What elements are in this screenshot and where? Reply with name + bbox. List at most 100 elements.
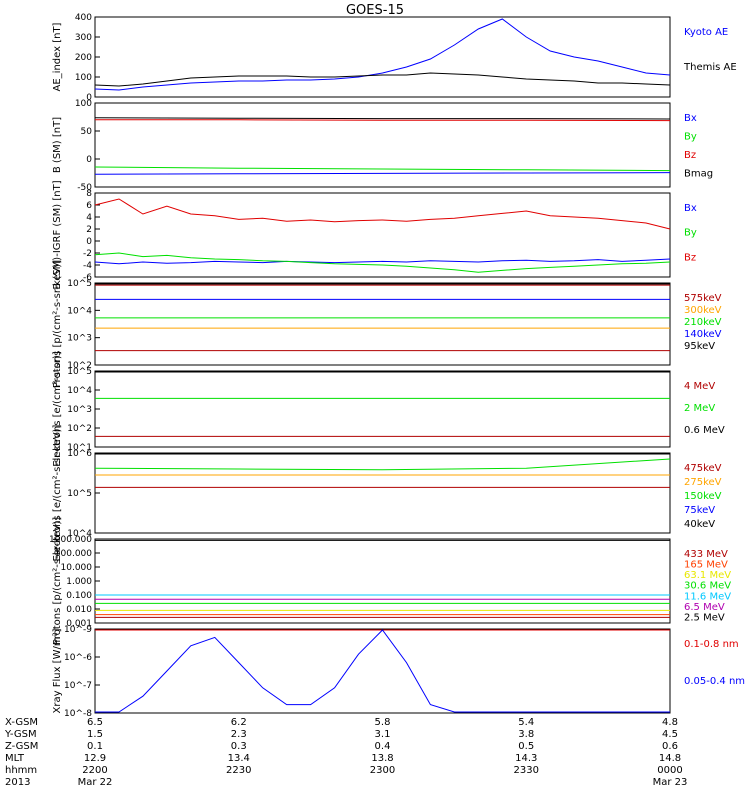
legend-label: 4 MeV [684, 381, 715, 392]
legend-label: 2.5 MeV [684, 612, 725, 623]
x-axis-row-label: MLT [5, 753, 25, 764]
y-tick-label: 0 [86, 155, 92, 165]
y-tick-label: 100 [75, 99, 92, 109]
series-line-2 [94, 166, 671, 172]
legend-label: 0.1-0.8 nm [684, 639, 739, 650]
x-axis-row-label: X-GSM [5, 717, 38, 728]
y-tick-label: 10^6 [67, 449, 92, 459]
panel-frame [94, 370, 671, 448]
series-line-1 [94, 172, 671, 175]
x-axis-row-label: Z-GSM [5, 741, 38, 752]
y-axis-label: Electrons [e/(cm²-s-sr-keV)] [52, 424, 63, 561]
y-tick-label: 6 [86, 201, 92, 211]
y-tick-label: 0 [86, 93, 92, 103]
series-line-4 [94, 117, 671, 120]
panel-frame [94, 16, 671, 98]
x-axis-row-label: Y-GSM [4, 729, 37, 740]
x-axis-value: 0000 [657, 765, 682, 776]
series-line-1 [94, 18, 671, 91]
legend-label: Bx [684, 203, 697, 214]
x-axis-value: 5.8 [375, 717, 391, 728]
panel-5: Electrons [e/(cm²-s-sr)] 10^1 10^2 10^3 10^4… [52, 351, 725, 467]
legend-label: Bx [684, 113, 697, 124]
panel-6: Electrons [e/(cm²-s-sr-keV)] 10^4 10^5 10^6… [52, 424, 722, 561]
y-axis-label: Protons [p/(cm²-s-sr-keV)] [52, 517, 63, 645]
series-line-3 [94, 458, 671, 471]
x-axis-table: X-GSM 6.5 6.2 5.8 5.4 4.8 Y-GSM 1.5 2.3 3.1 3.8 4.5… [4, 717, 687, 788]
x-axis-row-label: hhmm [5, 765, 37, 776]
legend-label: 210keV [684, 317, 722, 328]
legend-label: By [684, 228, 697, 239]
x-axis-value: 3.1 [375, 729, 391, 740]
legend-label: Themis AE [683, 62, 737, 73]
legend-label: 2 MeV [684, 403, 715, 414]
series-line-2 [95, 629, 670, 713]
panel-8: Xray Flux [W/m²]10^-8 10^-7 10^-6 10^-9 0.1-… [52, 625, 745, 719]
y-tick-label: 10^-8 [64, 709, 92, 719]
x-axis-value: 0.4 [375, 741, 391, 752]
legend-label: Bmag [684, 169, 713, 180]
x-axis-value: 2200 [82, 765, 107, 776]
x-axis-value: 13.8 [371, 753, 393, 764]
x-axis-value: 0.5 [518, 741, 534, 752]
series-line-3 [94, 198, 671, 230]
x-axis-value: 13.4 [228, 753, 250, 764]
legend-label: 433 MeV [684, 549, 728, 560]
legend-label: 575keV [684, 293, 722, 304]
y-tick-label: -6 [83, 273, 92, 283]
y-tick-label: 10^2 [67, 424, 92, 434]
x-axis-value: 0.1 [87, 741, 103, 752]
y-tick-label: 10.000 [61, 563, 93, 573]
legend-label: Bz [684, 252, 696, 263]
panel-2: B (SM) [nT] -50 0 50 100 Bx By Bz Bmag [52, 99, 713, 193]
legend-label: 275keV [684, 477, 722, 488]
panel-frame [94, 628, 671, 714]
x-axis-value: 2300 [370, 765, 395, 776]
panel-3: B (SM)-IGRF (SM) [nT] -6 -4 -2 0 2 4 6 8 Bx By Bz [52, 180, 697, 289]
x-axis-value: Mar 22 [78, 777, 113, 788]
x-axis-value: 2.3 [231, 729, 247, 740]
legend-label: 0.05-0.4 nm [684, 676, 745, 687]
series-line-3 [95, 119, 671, 122]
y-tick-label: 2 [86, 225, 92, 235]
y-tick-label: -4 [83, 261, 92, 271]
x-axis-value: 5.4 [518, 717, 534, 728]
legend-label: 140keV [684, 329, 722, 340]
y-axis-label: AE_index [nT] [52, 22, 63, 91]
legend-label: 150keV [684, 491, 722, 502]
y-tick-label: 10^-7 [64, 681, 92, 691]
y-tick-label: 10^1 [67, 443, 92, 453]
plot-title: GOES-15 [346, 3, 404, 18]
x-axis-value: 12.9 [84, 753, 106, 764]
y-tick-label: 10^4 [67, 306, 92, 316]
y-tick-label: 4 [86, 213, 92, 223]
legend-label: 0.6 MeV [684, 425, 725, 436]
series-line-1 [94, 258, 671, 265]
y-tick-label: 10^3 [67, 334, 92, 344]
y-tick-label: 0.001 [66, 619, 92, 629]
panel-7: Protons [p/(cm²-s-sr-keV)] 0.001 0.010 0.10… [49, 517, 731, 645]
y-tick-label: 10^2 [67, 361, 92, 371]
panel-frame [94, 192, 671, 278]
x-axis-value: Mar 23 [653, 777, 688, 788]
y-axis-label: B (SM)-IGRF (SM) [nT] [52, 180, 63, 289]
y-tick-label: 10^4 [67, 529, 92, 539]
panel-frame [94, 282, 671, 366]
x-axis-value: 14.3 [515, 753, 537, 764]
legend-label: 30.6 MeV [684, 581, 731, 592]
y-tick-label: 10^5 [67, 279, 92, 289]
legend-label: By [684, 132, 697, 143]
x-axis-value: 6.5 [87, 717, 103, 728]
y-tick-label: 0 [86, 237, 92, 247]
y-tick-label: 8 [86, 189, 92, 199]
legend-label: 300keV [684, 305, 722, 316]
panel-4: Protons [p/(cm²-s-sr-keV)] 10^2 10^3 10^4 10… [52, 260, 722, 388]
x-axis-value: 4.5 [662, 729, 678, 740]
legend-label: 165 MeV [684, 560, 728, 571]
y-axis-label: Electrons [e/(cm²-s-sr)] [52, 351, 63, 467]
legend-label: 95keV [684, 341, 715, 352]
y-tick-label: 300 [75, 33, 92, 43]
y-tick-label: 10^5 [67, 489, 92, 499]
panel-frame [94, 102, 671, 188]
